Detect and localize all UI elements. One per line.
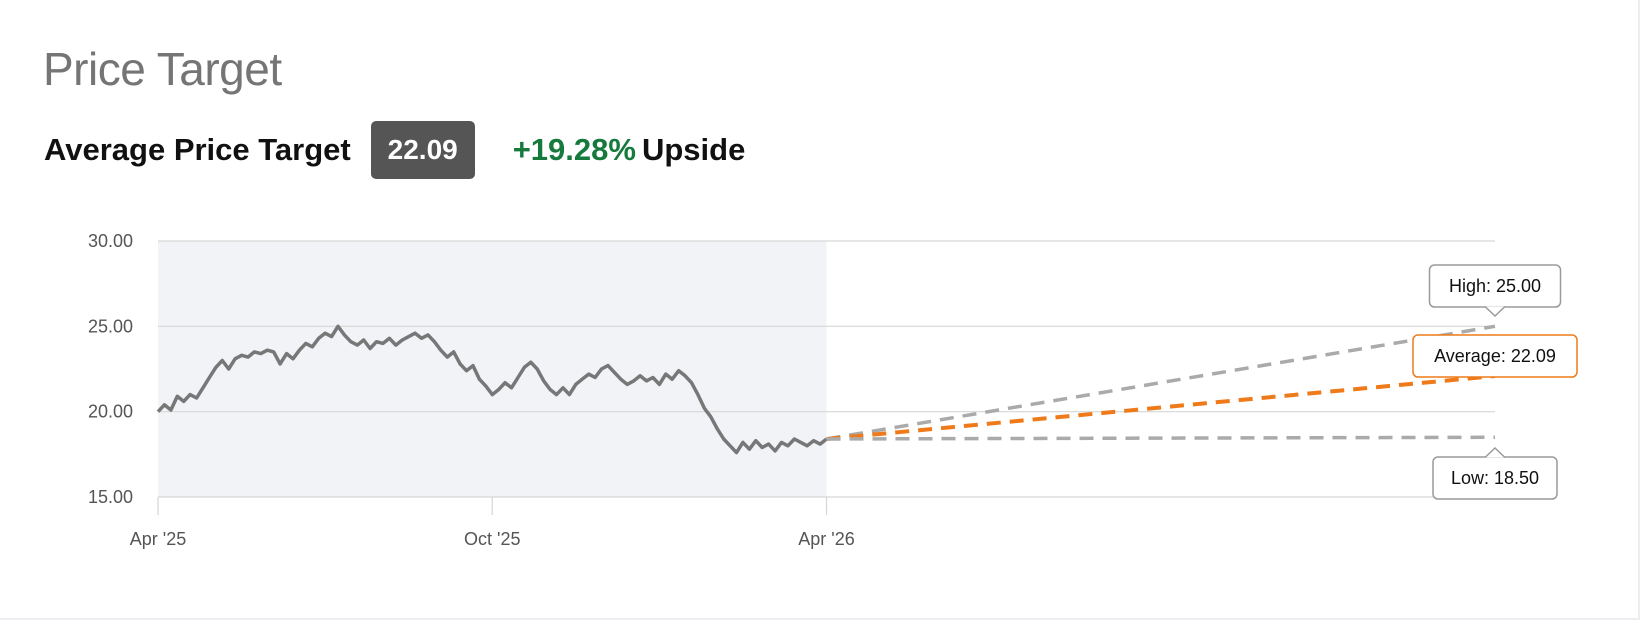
forecast-line-average — [826, 374, 1496, 441]
x-tick-label: Apr '25 — [130, 529, 186, 549]
tooltip-average: Average: 22.09 — [1412, 334, 1578, 378]
upside-word: Upside — [641, 132, 746, 167]
y-tick-label: 30.00 — [88, 231, 133, 251]
tooltip-high: High: 25.00 — [1428, 264, 1562, 318]
forecast-line-low — [826, 435, 1496, 441]
tooltip-label: High: 25.00 — [1449, 276, 1541, 296]
upside-percent: +19.28% — [512, 132, 636, 167]
price-target-summary: Average Price Target 22.09 +19.28% Upside — [44, 120, 745, 180]
y-tick-label: 25.00 — [88, 316, 133, 336]
average-price-target-label: Average Price Target — [44, 132, 351, 167]
upside-indicator: +19.28% Upside — [513, 132, 746, 168]
average-price-target-badge: 22.09 — [370, 121, 475, 179]
x-tick-label: Apr '26 — [798, 529, 854, 549]
page-title: Price Target — [43, 43, 282, 95]
tooltip-pointer — [1484, 305, 1506, 318]
y-tick-label: 20.00 — [88, 402, 133, 422]
price-history-line — [156, 324, 828, 455]
tooltip-label: Average: 22.09 — [1434, 346, 1556, 366]
tooltip-pointer — [1484, 446, 1506, 459]
tooltip-label: Low: 18.50 — [1451, 468, 1539, 488]
tooltip-low: Low: 18.50 — [1432, 446, 1558, 500]
y-tick-label: 15.00 — [88, 487, 133, 507]
forecast-line-high — [826, 324, 1496, 441]
history-band — [158, 241, 827, 497]
tooltip-box — [1412, 334, 1578, 378]
x-tick-label: Oct '25 — [464, 529, 520, 549]
